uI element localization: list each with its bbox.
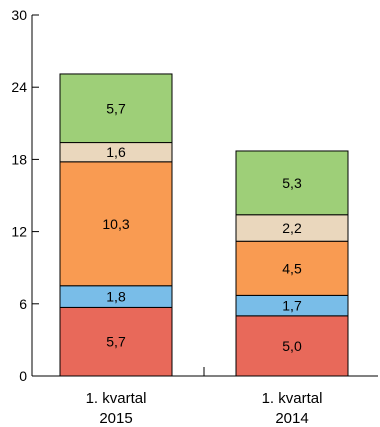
bars: [59, 73, 349, 377]
category-label: 2014: [275, 410, 308, 427]
y-tick-label: 6: [19, 296, 27, 312]
bar-segment-value-label: 5,7: [106, 100, 126, 116]
bar-segment-value-label: 2,2: [282, 220, 302, 236]
bar-segment: [235, 150, 349, 216]
bar-segment: [235, 214, 349, 242]
bar-segment-value-label: 5,7: [106, 334, 126, 350]
bar-segment: [235, 240, 349, 296]
category-label: 1. kvartal: [262, 390, 323, 407]
bar-segment-value-label: 10,3: [102, 216, 129, 232]
y-tick-label: 30: [11, 7, 27, 23]
y-tick-label: 12: [11, 224, 27, 240]
bar-segment-value-label: 5,0: [282, 338, 302, 354]
category-label: 1. kvartal: [86, 390, 147, 407]
bar-segment-value-label: 1,8: [106, 289, 126, 305]
bar-segment-value-label: 1,7: [282, 298, 302, 314]
bar-segment-value-label: 4,5: [282, 260, 302, 276]
bar-segment: [235, 315, 349, 377]
labels: 5,7 1,8 10,3 1,6 5,7 1. kvartal 2015 5,0 1,7 4,5 2…: [86, 100, 323, 427]
category-label: 2015: [99, 410, 132, 427]
bar-segment-value-label: 5,3: [282, 175, 302, 191]
bar-segment: [59, 161, 173, 287]
y-tick-label: 0: [19, 368, 27, 384]
y-tick-label: 18: [11, 151, 27, 167]
bar-segment: [59, 73, 173, 144]
y-tick-label: 24: [11, 79, 27, 95]
bar-segment-value-label: 1,6: [106, 144, 126, 160]
